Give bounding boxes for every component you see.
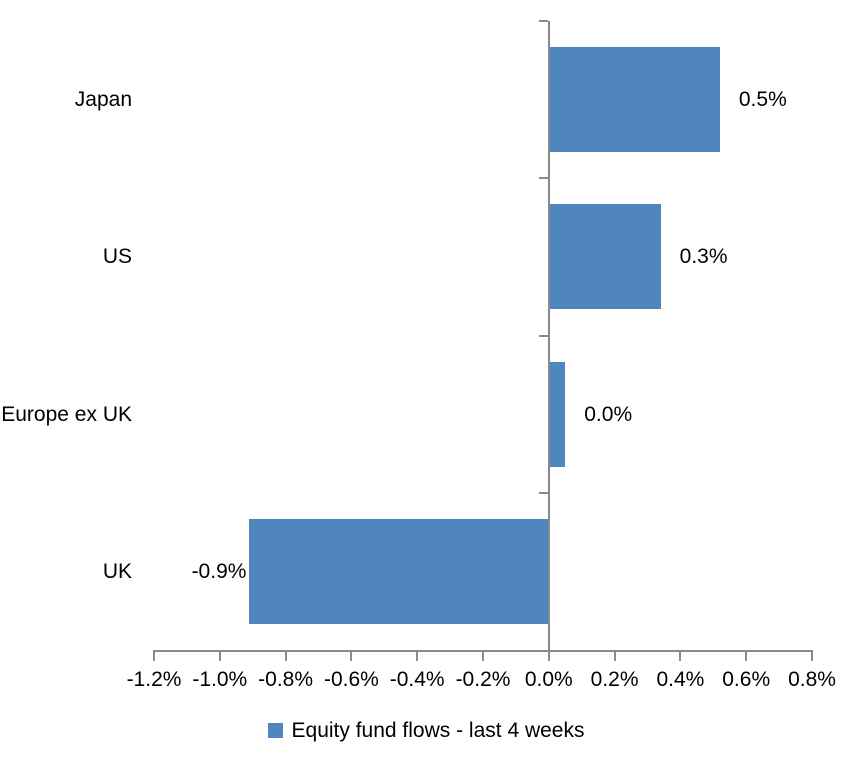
x-axis-tick-label: -0.2% [455, 668, 511, 691]
x-axis-tick [547, 650, 550, 661]
category-tick [538, 334, 548, 337]
x-axis-tick [153, 650, 155, 661]
legend-swatch [267, 723, 283, 738]
category-tick [538, 20, 548, 22]
x-axis-tick [284, 650, 287, 661]
x-axis-tick-label: -0.8% [258, 668, 314, 691]
value-label-japan: 0.5% [738, 88, 787, 112]
legend: Equity fund flows - last 4 weeks [0, 720, 852, 741]
x-axis-tick [745, 650, 748, 661]
x-axis-tick [811, 650, 813, 661]
x-axis-tick [416, 650, 419, 661]
bar-uk [249, 518, 548, 624]
x-axis-tick-label: 0.0% [524, 668, 573, 691]
x-axis-tick-label: -1.2% [126, 668, 182, 691]
x-axis-tick [613, 650, 616, 661]
category-tick [538, 177, 548, 180]
x-axis-tick [350, 650, 353, 661]
value-label-uk: -0.9% [191, 559, 247, 583]
y-axis-line [547, 21, 550, 659]
bar-us [549, 204, 661, 310]
category-label-europe-ex-uk: Europe ex UK [1, 402, 132, 426]
category-label-us: US [102, 245, 132, 269]
x-axis-tick [218, 650, 221, 661]
x-axis-tick [679, 650, 682, 661]
bar-europe-ex-uk [549, 361, 566, 467]
x-axis-tick-label: 0.4% [656, 668, 705, 691]
x-axis-tick-label: -0.4% [389, 668, 445, 691]
x-axis-tick-label: -0.6% [323, 668, 379, 691]
bar-japan [549, 47, 720, 153]
legend-label: Equity fund flows - last 4 weeks [291, 719, 585, 742]
x-axis-tick-label: 0.6% [722, 668, 771, 691]
x-axis-tick-label: -1.0% [192, 668, 248, 691]
category-label-japan: Japan [74, 88, 132, 112]
x-axis-tick-label: 0.2% [590, 668, 639, 691]
category-tick [538, 491, 548, 494]
x-axis-tick [482, 650, 484, 661]
value-label-us: 0.3% [679, 245, 728, 269]
x-axis-tick-label: 0.8% [788, 668, 836, 691]
category-label-uk: UK [102, 559, 132, 583]
value-label-europe-ex-uk: 0.0% [584, 402, 633, 426]
